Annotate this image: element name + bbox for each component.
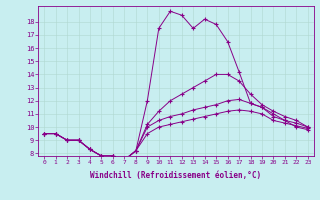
- X-axis label: Windchill (Refroidissement éolien,°C): Windchill (Refroidissement éolien,°C): [91, 171, 261, 180]
